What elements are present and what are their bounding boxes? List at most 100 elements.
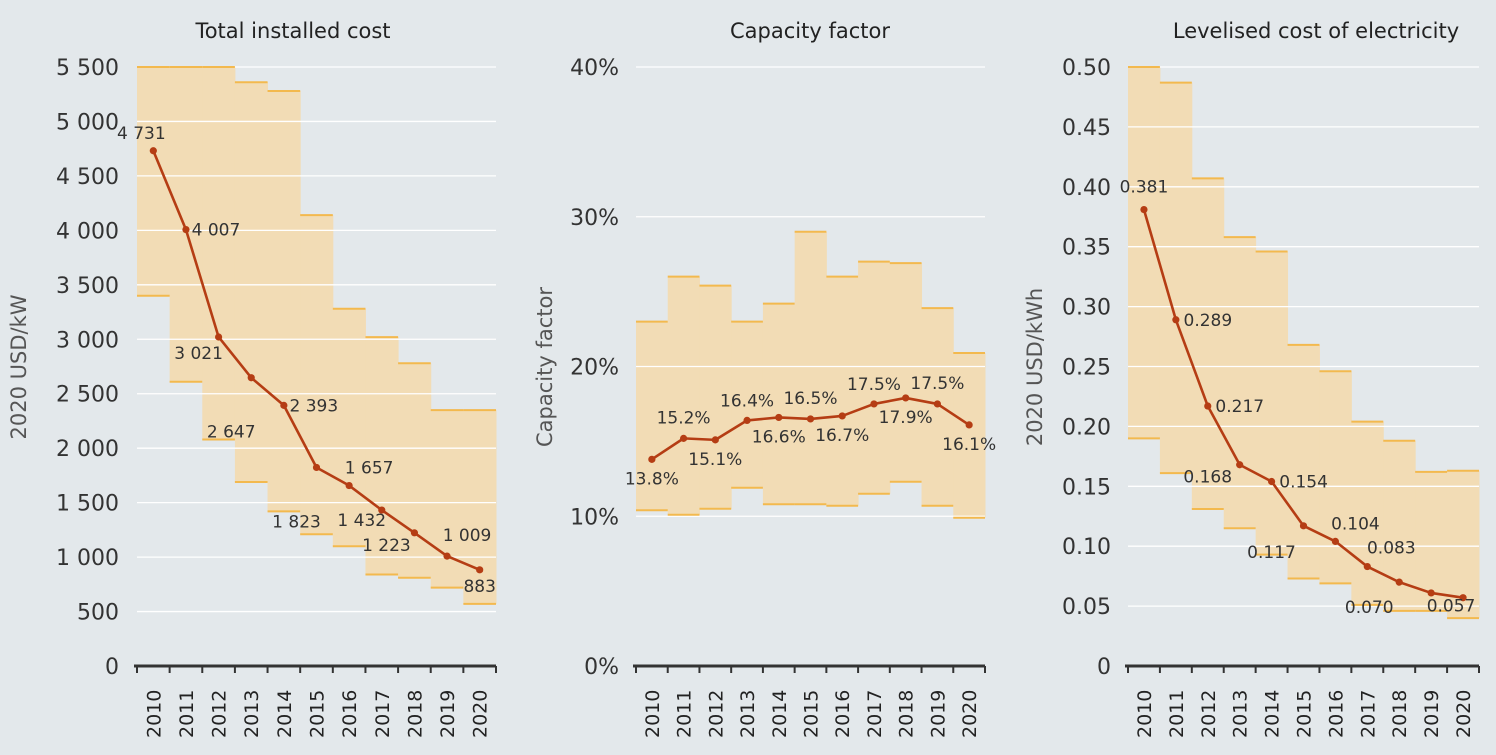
data-point bbox=[1172, 316, 1180, 324]
data-label: 0.168 bbox=[1183, 468, 1232, 488]
x-tick-label: 2016 bbox=[1325, 690, 1347, 738]
x-tick-label: 2013 bbox=[737, 690, 759, 738]
x-tick-label: 2017 bbox=[864, 690, 886, 738]
x-tick-label: 2017 bbox=[1357, 690, 1379, 738]
data-label: 4 007 bbox=[192, 221, 241, 241]
chart-panel-3: 0 0.05 0.10 0.15 0.20 0.25 0.30 0.35 0.40 0.45 0.5… bbox=[1023, 19, 1480, 738]
data-label: 0.117 bbox=[1247, 543, 1296, 563]
y-tick-label: 0.05 bbox=[1062, 595, 1111, 620]
range-band bbox=[1223, 237, 1257, 529]
y-tick-label: 3 000 bbox=[56, 328, 119, 353]
data-point bbox=[679, 434, 688, 442]
x-tick-label: 2013 bbox=[241, 690, 263, 738]
data-label: 17.5% bbox=[910, 374, 964, 394]
x-tick-label: 2010 bbox=[642, 690, 664, 738]
y-tick-label: 0.50 bbox=[1062, 56, 1111, 81]
range-band bbox=[889, 263, 923, 482]
data-point bbox=[443, 552, 451, 560]
y-tick-label: 2 000 bbox=[56, 437, 119, 462]
data-label: 1 432 bbox=[337, 511, 386, 531]
range-band bbox=[1447, 470, 1480, 619]
data-point bbox=[280, 401, 288, 409]
chart-panel-2: 0% 10% 20% 30% 40% 2010 2011 2012 2013 2014 2015 20… bbox=[533, 19, 996, 738]
range-band bbox=[202, 67, 236, 440]
x-tick-label: 2015 bbox=[307, 690, 329, 738]
y-tick-label: 3 500 bbox=[56, 274, 119, 299]
data-point bbox=[1459, 594, 1467, 602]
range-band bbox=[826, 276, 859, 506]
x-tick-label: 2018 bbox=[1389, 690, 1411, 738]
range-band bbox=[858, 261, 891, 494]
range-band bbox=[699, 285, 732, 509]
data-point bbox=[312, 463, 321, 472]
y-tick-label: 0.20 bbox=[1062, 415, 1111, 440]
y-tick-label: 500 bbox=[77, 601, 119, 626]
range-band bbox=[1351, 421, 1384, 605]
data-point bbox=[1236, 461, 1244, 469]
data-label: 16.4% bbox=[720, 391, 774, 411]
data-label: 1 223 bbox=[362, 536, 411, 556]
data-point bbox=[806, 415, 815, 423]
data-point bbox=[775, 413, 783, 422]
data-point bbox=[149, 147, 157, 155]
data-point bbox=[476, 566, 484, 574]
data-label: 16.5% bbox=[783, 389, 837, 409]
data-label: 0.289 bbox=[1184, 311, 1233, 331]
x-tick-label: 2020 bbox=[470, 690, 492, 738]
data-point bbox=[711, 436, 719, 444]
panel-title: Levelised cost of electricity bbox=[1173, 19, 1459, 43]
y-tick-label: 4 000 bbox=[56, 219, 119, 244]
y-tick-label: 0.45 bbox=[1062, 116, 1111, 141]
y-tick-label: 0 bbox=[1097, 655, 1111, 680]
data-label: 16.6% bbox=[752, 427, 806, 447]
y-tick-label: 0% bbox=[584, 655, 619, 680]
range-band bbox=[1415, 471, 1448, 611]
data-label: 1 823 bbox=[272, 512, 321, 532]
x-tick-label: 2019 bbox=[437, 690, 459, 738]
x-tick-label: 2020 bbox=[959, 690, 981, 738]
range-band bbox=[463, 410, 497, 604]
data-label: 883 bbox=[463, 577, 495, 597]
y-axis-label: Capacity factor bbox=[533, 287, 557, 447]
y-tick-label: 0 bbox=[105, 655, 119, 680]
range-band bbox=[953, 353, 986, 518]
y-tick-label: 10% bbox=[570, 505, 619, 530]
data-point bbox=[1427, 589, 1435, 597]
data-point bbox=[965, 421, 973, 429]
data-point bbox=[1267, 477, 1276, 486]
x-tick-label: 2014 bbox=[274, 690, 296, 738]
data-label: 15.2% bbox=[657, 408, 711, 428]
range-band bbox=[300, 215, 334, 535]
data-point bbox=[345, 481, 353, 490]
y-tick-label: 20% bbox=[570, 356, 619, 381]
range-band bbox=[169, 67, 203, 382]
data-label: 16.1% bbox=[942, 435, 996, 455]
data-point bbox=[902, 394, 910, 402]
y-tick-label: 0.10 bbox=[1062, 535, 1111, 560]
range-band bbox=[731, 321, 764, 488]
x-tick-label: 2018 bbox=[404, 690, 426, 738]
range-band bbox=[332, 308, 366, 547]
y-tick-label: 2 500 bbox=[56, 383, 119, 408]
x-tick-label: 2017 bbox=[372, 690, 394, 738]
data-label: 2 393 bbox=[290, 396, 339, 416]
x-tick-label: 2019 bbox=[927, 690, 949, 738]
y-tick-label: 30% bbox=[570, 206, 619, 231]
data-point bbox=[1395, 578, 1403, 586]
data-point bbox=[838, 412, 846, 420]
data-point bbox=[214, 333, 223, 341]
data-label: 3 021 bbox=[174, 344, 223, 364]
panel-title: Total installed cost bbox=[194, 19, 390, 43]
range-band bbox=[1287, 344, 1320, 579]
x-tick-label: 2016 bbox=[832, 690, 854, 738]
x-tick-label: 2013 bbox=[1230, 690, 1252, 738]
range-band bbox=[234, 82, 269, 482]
range-band bbox=[667, 276, 700, 515]
data-label: 0.154 bbox=[1279, 473, 1328, 493]
data-label: 17.5% bbox=[847, 375, 901, 395]
x-tick-label: 2011 bbox=[674, 690, 696, 738]
panel-title: Capacity factor bbox=[730, 19, 890, 43]
y-tick-label: 5 000 bbox=[56, 110, 119, 135]
data-point bbox=[1140, 205, 1148, 214]
